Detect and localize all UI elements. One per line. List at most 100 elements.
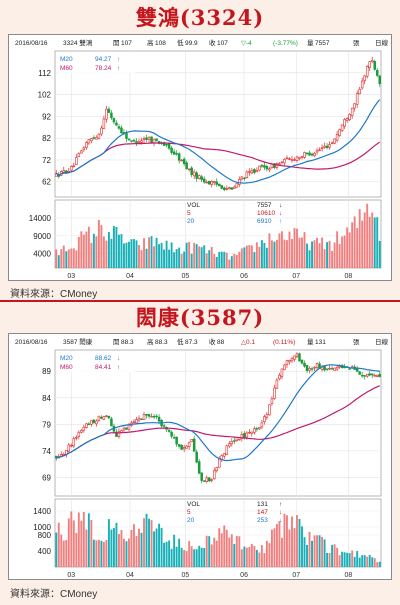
header-date: 2016/08/16: [15, 339, 48, 346]
candle-body: [235, 438, 239, 441]
candle: [170, 430, 173, 439]
candle-body: [335, 366, 339, 370]
candle-body: [303, 362, 306, 367]
candle-body: [360, 374, 364, 377]
candle: [205, 179, 208, 184]
candle-body: [62, 170, 66, 173]
candle: [170, 146, 173, 155]
volume-bar: [163, 249, 166, 268]
volume-bar: [235, 536, 238, 567]
candle: [115, 120, 118, 126]
chart-header: 2016/08/16 3587 閎康開 88.3 高 88.3 低 87.3 收 88 △0.1(…: [15, 337, 389, 346]
candle-body: [75, 437, 78, 439]
candle: [72, 436, 76, 449]
volume-bar: [87, 513, 90, 567]
volume-bar: [150, 520, 153, 567]
volume-legend-value: 7557: [257, 202, 272, 209]
candle: [330, 365, 334, 370]
month-tick-label: 08: [345, 572, 353, 579]
volume-legend: VOL 131 ↑ 5 147 ↓ 20 253 ↓: [187, 501, 282, 524]
price-tick-label: 102: [38, 91, 52, 100]
candle-body: [190, 167, 193, 176]
candle-body: [255, 170, 259, 173]
candle-body: [87, 139, 91, 144]
candle: [345, 117, 349, 124]
volume-bar: [80, 231, 83, 268]
candle: [298, 352, 301, 362]
volume-bar: [333, 242, 336, 268]
candle-body: [192, 438, 196, 452]
candle-body: [215, 467, 218, 472]
candle-body: [348, 368, 351, 370]
candle: [303, 360, 306, 368]
volume-bar: [378, 240, 381, 268]
volume-bar: [77, 512, 80, 567]
volume-tick-label: 4000: [33, 250, 51, 259]
header-vol-unit: 張: [353, 39, 360, 47]
candle-body: [355, 368, 359, 372]
candlesticks: [55, 56, 381, 192]
volume-tick-label: 800: [38, 531, 52, 540]
header-open-value: 88.3: [121, 339, 134, 346]
volume-bar: [70, 511, 73, 567]
candle: [110, 416, 113, 427]
source-note-2: 資料來源：CMoney: [10, 589, 98, 600]
header-pct: (-3.77%): [273, 40, 298, 47]
candle-body: [358, 371, 361, 375]
header-vol-value: 7557: [315, 40, 330, 47]
volume-bar: [260, 545, 263, 567]
candle: [248, 429, 251, 434]
volume-bar: [253, 545, 256, 567]
volume-bar: [296, 515, 298, 567]
candle: [325, 142, 329, 150]
candle-body: [185, 445, 188, 449]
candle: [185, 445, 188, 449]
stock-title-2: 閎康(3587): [135, 305, 265, 330]
volume-bar: [331, 250, 334, 268]
candle-body: [378, 374, 381, 377]
candle-body: [132, 139, 136, 142]
volume-bar: [366, 203, 369, 268]
candle-body: [368, 373, 371, 376]
candle-body: [280, 368, 284, 377]
month-tick-label: 05: [182, 273, 190, 280]
candle-body: [102, 118, 106, 129]
volume-bar: [188, 541, 191, 567]
volume-bar: [62, 540, 65, 567]
candle: [310, 366, 314, 372]
volume-bar: [67, 518, 70, 567]
candle-body: [130, 140, 133, 142]
volume-bar: [233, 543, 236, 567]
month-tick-label: 08: [345, 273, 353, 280]
stock-chart-1: 2016/08/16 3324 雙鴻開 107 高 108 低 99.9 收 107 ▽-4 (-3…: [8, 34, 392, 281]
candle-body: [363, 75, 366, 82]
candle: [167, 429, 171, 433]
candle-body: [265, 414, 269, 418]
month-tick-label: 06: [240, 273, 248, 280]
candle-body: [147, 414, 151, 417]
candle-body: [127, 138, 131, 141]
candle: [135, 416, 138, 424]
candle-body: [72, 438, 76, 447]
volume-legend-value: 131: [257, 501, 268, 508]
volume-bar: [296, 228, 298, 268]
candle: [285, 155, 289, 160]
volume-legend-name: 20: [187, 218, 195, 225]
candle: [190, 166, 193, 178]
candle-body: [243, 177, 246, 180]
candle-body: [370, 60, 374, 63]
candle-body: [150, 415, 153, 418]
candle: [200, 472, 203, 484]
price-tick-label: 89: [42, 367, 51, 376]
volume-bar: [165, 541, 168, 567]
candle: [70, 443, 73, 448]
volume-bar: [316, 535, 319, 567]
candle-body: [318, 149, 321, 151]
candle-body: [238, 179, 241, 185]
candle-body: [333, 367, 336, 371]
source-note-1: 資料來源：CMoney: [10, 289, 98, 300]
volume-bar: [373, 558, 376, 567]
volume-bar: [123, 243, 125, 268]
candle: [77, 152, 81, 157]
candle: [240, 176, 244, 181]
